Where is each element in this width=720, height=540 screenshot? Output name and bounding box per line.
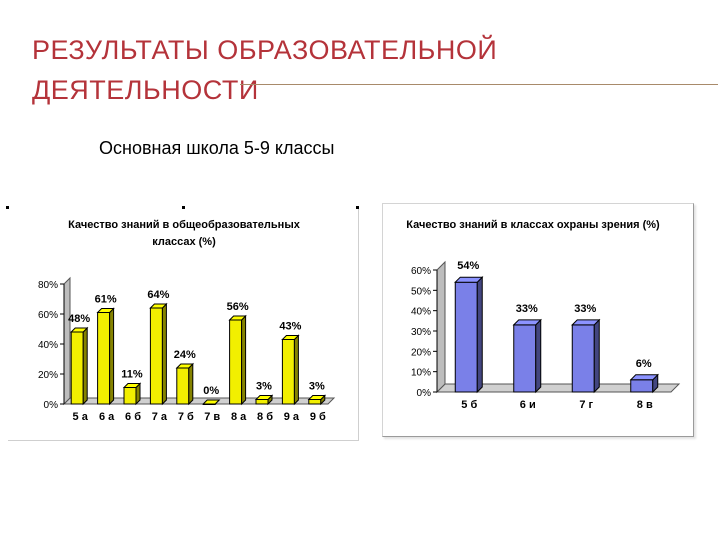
bar-data-label: 3% [256, 381, 272, 393]
bar-side [188, 362, 194, 406]
bar-data-label: 54% [457, 260, 479, 272]
x-category-label: 8 в [637, 399, 653, 411]
bar-side [161, 302, 167, 406]
x-category-label: 9 а [284, 411, 300, 423]
bar [255, 399, 269, 405]
bar-data-label: 0% [203, 385, 219, 397]
x-category-label: 6 б [125, 411, 141, 423]
chart-panel-general-classes: Качество знаний в общеобразовательных кла… [6, 206, 359, 441]
y-tick-label: 20% [411, 347, 431, 358]
selection-handle [356, 206, 359, 209]
bar [149, 307, 163, 405]
bar-data-label: 64% [147, 289, 169, 301]
bar [513, 324, 537, 393]
bar-top [454, 276, 484, 283]
bar-side [82, 326, 88, 406]
bar [176, 367, 190, 405]
bar-data-label: 33% [574, 303, 596, 315]
x-category-label: 6 и [520, 399, 536, 411]
x-category-label: 6 а [99, 411, 115, 423]
bar-data-label: 3% [309, 381, 325, 393]
bar-top [69, 327, 89, 333]
y-tick-label: 40% [411, 307, 431, 318]
bar-top [512, 319, 542, 326]
y-tick-label: 50% [411, 286, 431, 297]
bar-side [535, 318, 542, 394]
bar-data-label: 6% [636, 358, 652, 370]
y-tick-label: 30% [411, 327, 431, 338]
bar [281, 339, 295, 405]
chart-title: Качество знаний в общеобразовательных [68, 219, 301, 231]
chart-vision-classes: Качество знаний в классах охраны зрения … [406, 219, 681, 411]
x-category-label: 7 б [178, 411, 194, 423]
y-tick-label: 20% [38, 370, 58, 381]
bar [70, 331, 84, 405]
bar [229, 319, 243, 405]
bar-top [201, 399, 221, 405]
bar-side [593, 318, 600, 394]
bar-data-label: 56% [227, 301, 249, 313]
bar-top [307, 395, 327, 400]
x-category-label: 8 б [257, 411, 273, 423]
bar [97, 312, 111, 405]
slide-title-line-1: РЕЗУЛЬТАТЫ ОБРАЗОВАТЕЛЬНОЙ [32, 35, 498, 65]
slide-title: РЕЗУЛЬТАТЫ ОБРАЗОВАТЕЛЬНОЙ ДЕЯТЕЛЬНОСТИ [32, 30, 497, 110]
bar-top [571, 319, 601, 326]
bar [123, 387, 137, 405]
chart-panel-vision-classes: Качество знаний в классах охраны зрения … [382, 203, 694, 437]
bar-data-label: 48% [68, 313, 90, 325]
chart-side-wall [63, 276, 71, 406]
x-category-label: 5 б [461, 399, 477, 411]
bar-data-label: 24% [174, 349, 196, 361]
bar [454, 281, 478, 393]
bar-side [241, 314, 247, 406]
bar [308, 399, 322, 405]
x-category-label: 9 б [310, 411, 326, 423]
bar-top [629, 374, 659, 381]
bar-top [254, 395, 274, 400]
bar [630, 379, 654, 393]
chart-general-classes: Качество знаний в общеобразовательных кла… [38, 219, 336, 423]
slide-subtitle: Основная школа 5-9 классы [99, 138, 335, 158]
bar-top [228, 315, 247, 321]
chart-side-wall [436, 260, 446, 394]
selection-handle [6, 206, 9, 209]
x-category-label: 7 г [579, 399, 593, 411]
x-category-label: 7 в [204, 411, 220, 423]
bar-side [109, 307, 115, 406]
y-tick-label: 0% [417, 388, 432, 399]
y-tick-label: 0% [44, 400, 59, 411]
bar-top [96, 308, 115, 313]
slide-title-line-2: ДЕЯТЕЛЬНОСТИ [32, 75, 259, 105]
bar-data-label: 33% [516, 303, 538, 315]
bar-data-label: 43% [279, 321, 301, 333]
bar [571, 324, 595, 393]
x-category-label: 5 а [73, 411, 89, 423]
y-tick-label: 40% [38, 340, 58, 351]
bar-top [122, 383, 142, 388]
chart-title: Качество знаний в классах охраны зрения … [406, 219, 660, 231]
selection-handle [182, 206, 185, 209]
title-underline [240, 84, 718, 85]
chart-title: классах (%) [152, 236, 216, 248]
y-tick-label: 10% [411, 368, 431, 379]
y-tick-label: 60% [38, 310, 58, 321]
bar-top [149, 303, 168, 309]
bar-side [476, 275, 483, 394]
bar-side [293, 334, 299, 406]
y-tick-label: 80% [38, 280, 58, 291]
bar-data-label: 11% [121, 369, 143, 381]
x-category-label: 8 а [231, 411, 247, 423]
bar-top [281, 335, 300, 340]
bar-data-label: 61% [95, 294, 117, 306]
bar-top [175, 363, 195, 369]
y-tick-label: 60% [411, 266, 431, 277]
x-category-label: 7 а [152, 411, 168, 423]
